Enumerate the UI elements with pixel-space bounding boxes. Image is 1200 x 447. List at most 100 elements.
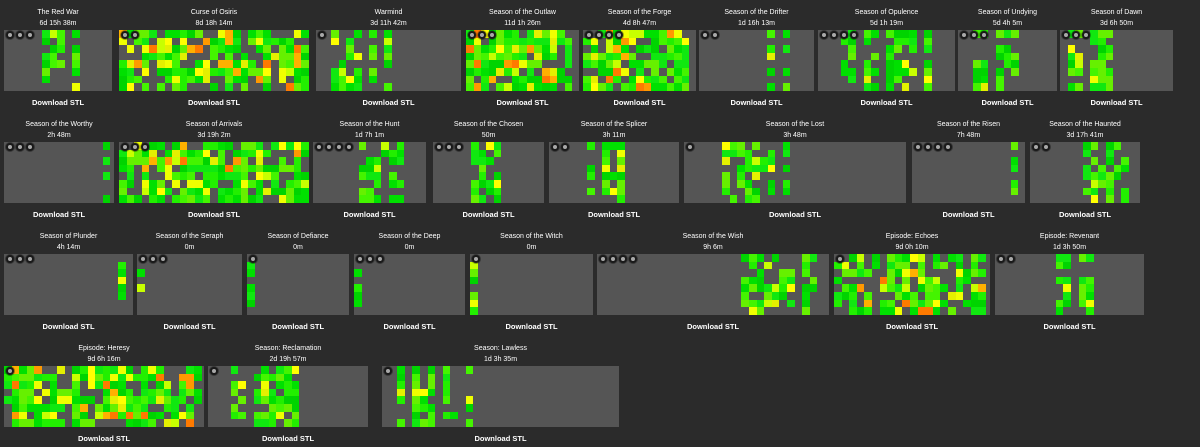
progress-cell (1098, 52, 1106, 61)
download-stl-button[interactable]: Download STL (474, 434, 527, 443)
progress-cell (179, 195, 188, 203)
download-stl-button[interactable]: Download STL (496, 98, 549, 107)
progress-cell (932, 254, 941, 262)
progress-cell (681, 68, 690, 76)
progress-cell (511, 68, 520, 76)
download-stl-button[interactable]: Download STL (31, 98, 85, 107)
download-stl-button[interactable]: Download STL (42, 322, 95, 331)
download-stl-button[interactable]: Download STL (860, 98, 913, 107)
progress-cell (278, 187, 287, 196)
season-playtime: 1d 3h 50m (1052, 244, 1087, 251)
progress-cell (149, 52, 157, 61)
triumph-icon (840, 31, 848, 39)
progress-cell (1055, 276, 1064, 285)
download-stl-button[interactable]: Download STL (187, 98, 241, 107)
season-playtime: 9h 6m (703, 244, 723, 251)
progress-cell (744, 157, 753, 165)
download-stl-button[interactable]: Download STL (942, 210, 995, 219)
progress-cell (286, 195, 294, 203)
download-stl-button[interactable]: Download STL (77, 434, 131, 443)
progress-cell (420, 419, 428, 427)
triumph-icon (997, 255, 1005, 263)
progress-cell (156, 396, 164, 404)
progress-cell (240, 157, 249, 165)
progress-cell (240, 68, 249, 76)
download-stl-button[interactable]: Download STL (613, 98, 666, 107)
download-stl-button[interactable]: Download STL (1043, 322, 1096, 331)
download-stl-button[interactable]: Download STL (730, 98, 783, 107)
download-stl-button[interactable]: Download STL (1058, 210, 1112, 219)
progress-cell (473, 37, 482, 46)
progress-cell (26, 396, 35, 404)
download-stl-button[interactable]: Download STL (981, 98, 1034, 107)
progress-cell (172, 60, 180, 68)
progress-cell (225, 142, 233, 150)
progress-cell (126, 164, 135, 173)
progress-cell (910, 299, 918, 308)
progress-cell (19, 411, 27, 420)
download-stl-button[interactable]: Download STL (261, 434, 315, 443)
progress-cell (293, 149, 302, 158)
progress-cell (11, 411, 20, 420)
progress-cell (179, 187, 188, 196)
progress-cell (248, 68, 256, 76)
triumph-icon (249, 255, 257, 263)
progress-cell (141, 45, 150, 53)
download-stl-button[interactable]: Download STL (505, 322, 558, 331)
progress-cell (651, 83, 659, 91)
progress-cell (636, 75, 644, 84)
progress-cell (782, 30, 791, 38)
progress-cell (948, 307, 956, 315)
download-stl-button[interactable]: Download STL (343, 210, 396, 219)
season-card: Season of the Forge 4d 8h 47m Download STL (583, 8, 696, 110)
progress-cell (34, 396, 42, 404)
download-stl-button[interactable]: Download STL (885, 322, 939, 331)
progress-cell (338, 68, 347, 76)
progress-cell (384, 52, 392, 61)
progress-cell (217, 37, 226, 46)
season-playtime: 9d 6h 16m (87, 356, 121, 363)
progress-cell (1098, 180, 1106, 188)
progress-cell (1105, 75, 1114, 84)
progress-cell (230, 388, 239, 397)
progress-cell (72, 411, 80, 420)
season-title: Season of the Drifter (724, 9, 789, 16)
download-stl-button[interactable]: Download STL (383, 322, 436, 331)
progress-cell (1090, 60, 1098, 68)
triumph-icon (472, 255, 480, 263)
download-stl-button[interactable]: Download STL (362, 98, 415, 107)
progress-cell (925, 299, 933, 308)
progress-cell (628, 37, 637, 46)
progress-cell (840, 60, 849, 68)
progress-cell (1098, 172, 1106, 180)
progress-cell (1083, 187, 1091, 196)
progress-cell (980, 60, 989, 68)
progress-cell (225, 164, 233, 173)
download-stl-button[interactable]: Download STL (462, 210, 515, 219)
progress-cell (466, 60, 474, 68)
progress-cell (651, 75, 659, 84)
download-stl-button[interactable]: Download STL (187, 210, 241, 219)
progress-heatmap (208, 366, 368, 427)
progress-cell (1090, 30, 1098, 38)
download-stl-button[interactable]: Download STL (32, 210, 86, 219)
progress-cell (202, 180, 211, 188)
progress-cell (263, 45, 271, 53)
download-stl-button[interactable]: Download STL (271, 322, 325, 331)
progress-cell (1011, 60, 1019, 68)
progress-cell (210, 164, 218, 173)
progress-cell (767, 157, 776, 165)
progress-cell (137, 284, 145, 292)
download-stl-button[interactable]: Download STL (163, 322, 216, 331)
triumph-icon (1007, 255, 1015, 263)
download-stl-button[interactable]: Download STL (768, 210, 822, 219)
progress-cell (202, 75, 211, 84)
progress-cell (225, 45, 233, 53)
season-title: Season of the Hunt (339, 121, 400, 128)
progress-cell (179, 157, 188, 165)
download-stl-button[interactable]: Download STL (686, 322, 740, 331)
triumph-icon (384, 367, 392, 375)
triumph-icon (585, 31, 593, 39)
download-stl-button[interactable]: Download STL (587, 210, 641, 219)
download-stl-button[interactable]: Download STL (1090, 98, 1143, 107)
